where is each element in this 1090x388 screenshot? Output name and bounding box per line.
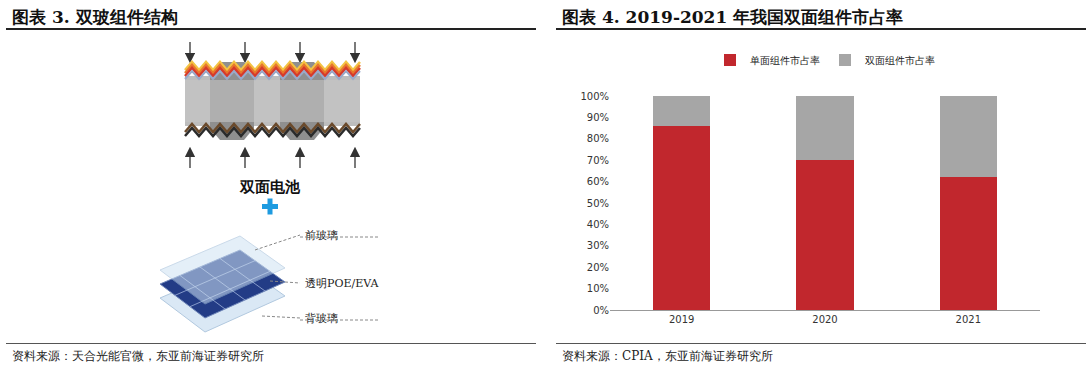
svg-text:单面组件市占率: 单面组件市占率 [750,55,820,66]
svg-text:2020: 2020 [812,314,837,325]
html-text:资料来源：天合光能官微，东亚前海证券研究所: 资料来源：天合光能官微，东亚前海证券研究所 [12,349,264,363]
svg-text:2019: 2019 [669,314,694,325]
svg-text:透明POE/EVA: 透明POE/EVA [305,277,379,290]
svg-text:2021: 2021 [956,314,981,325]
svg-text:30%: 30% [587,240,609,251]
svg-text:90%: 90% [587,112,609,123]
html-text:图表 3. 双玻组件结构: 图表 3. 双玻组件结构 [12,7,178,27]
svg-text:80%: 80% [587,133,609,144]
svg-text:50%: 50% [587,198,609,209]
html-text:图表 4. 2019-2021 年我国双面组件市占率: 图表 4. 2019-2021 年我国双面组件市占率 [562,7,904,27]
svg-text:0%: 0% [593,305,609,316]
svg-text:10%: 10% [587,283,609,294]
html-text:资料来源：CPIA，东亚前海证券研究所: 资料来源：CPIA，东亚前海证券研究所 [562,349,773,363]
svg-text:双面组件市占率: 双面组件市占率 [865,55,935,66]
svg-text:双面电池: 双面电池 [239,178,301,196]
svg-text:100%: 100% [580,91,609,102]
svg-text:背玻璃: 背玻璃 [305,312,338,325]
svg-text:60%: 60% [587,176,609,187]
svg-text:70%: 70% [587,155,609,166]
svg-text:40%: 40% [587,219,609,230]
svg-text:20%: 20% [587,262,609,273]
svg-text:前玻璃: 前玻璃 [305,229,338,242]
